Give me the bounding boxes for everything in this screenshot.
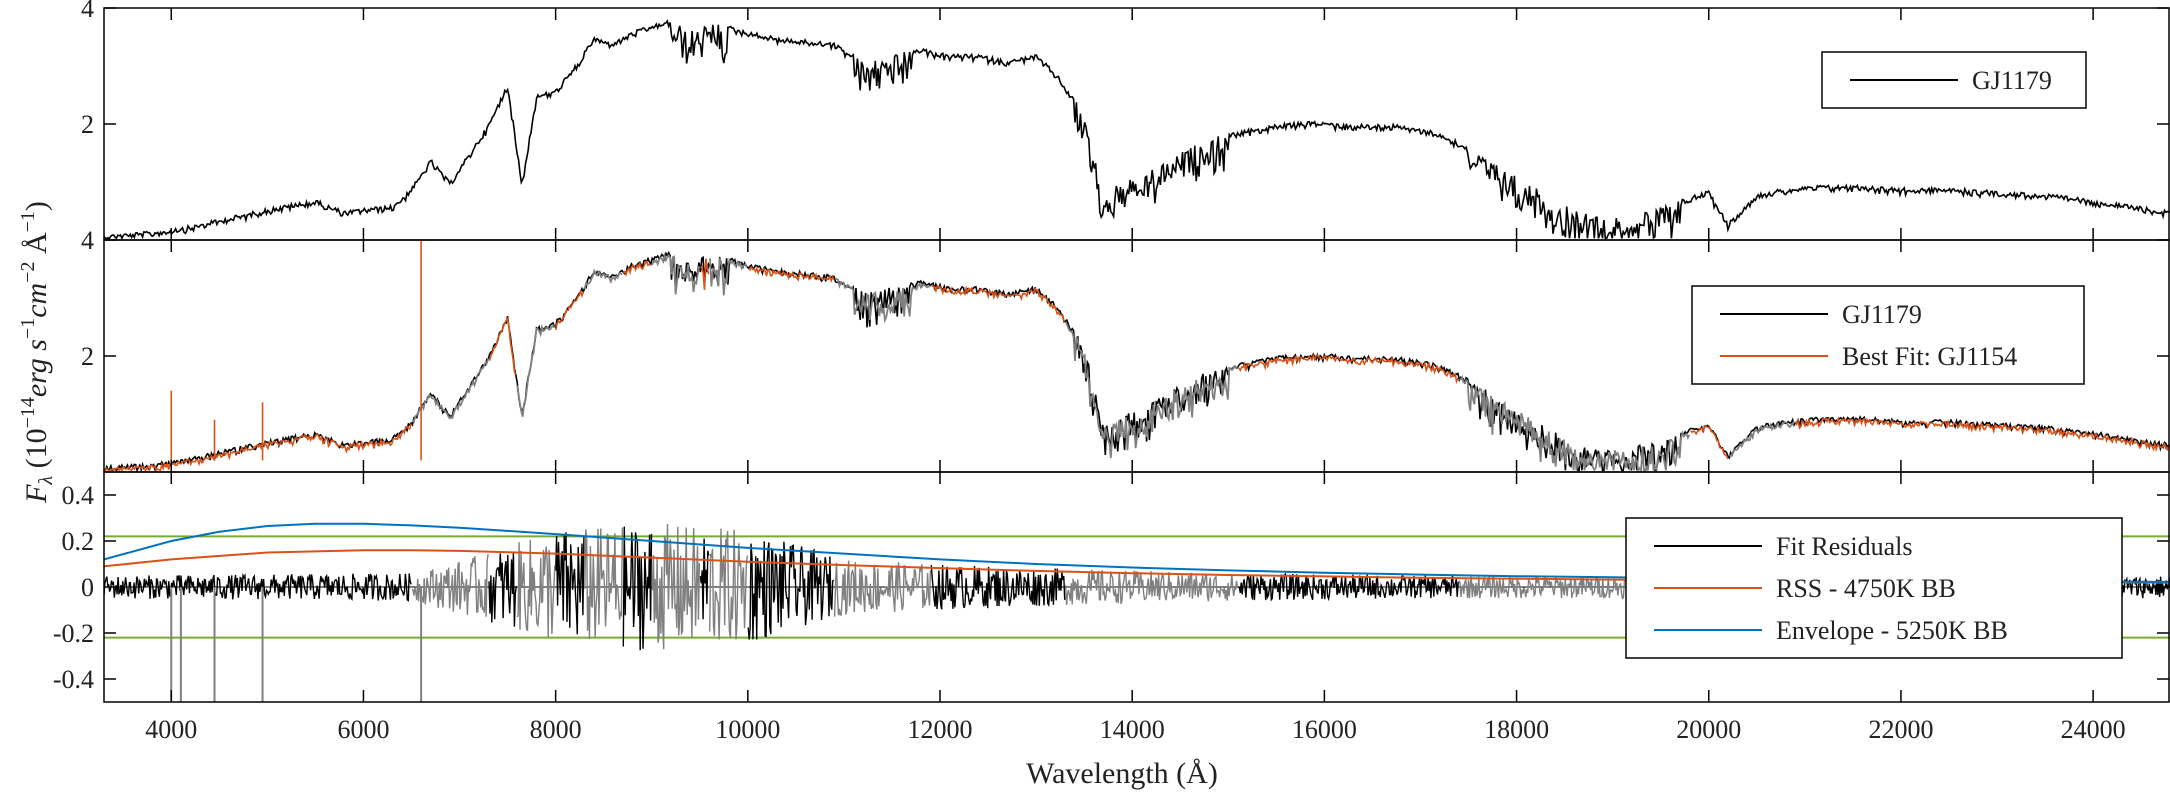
x-axis-ticks: 4000 6000 8000 10000 12000 14000 16000 18000 200… [145,715,2125,744]
y-tick-label: -0.4 [53,665,94,694]
series-line-best-fit [104,258,2170,472]
x-tick-label: 14000 [1100,715,1165,744]
x-tick-label: 4000 [145,715,197,744]
x-tick-label: 6000 [337,715,389,744]
y-axis-title: Fλ (10−14erg s−1cm−2 Å−1) [17,201,57,504]
legend-box [1691,285,2085,385]
legend-label: Best Fit: GJ1154 [1842,342,2017,371]
plot-area-middle [104,240,2170,472]
legend-label: GJ1179 [1972,66,2052,95]
plot-area-top [104,19,2170,240]
x-tick-label: 12000 [908,715,973,744]
legend-middle: GJ1179 Best Fit: GJ1154 [1691,285,2085,385]
legend-bottom: Fit Residuals RSS - 4750K BB Envelope - 52… [1625,517,2123,659]
panel-bottom: -0.4 -0.2 0 0.2 0.4 Fit Residuals RSS - 4750K … [53,471,2170,703]
x-axis-title: Wavelength (Å) [1026,757,1218,790]
panel-middle: 2 4 GJ1179 Best Fit: GJ1154 [81,226,2170,473]
legend-label: GJ1179 [1842,300,1922,329]
panel-frame [103,7,2170,241]
y-axis-title-text: Fλ (10−14erg s−1cm−2 Å−1) [17,201,57,504]
x-tick-label: 10000 [715,715,780,744]
x-tick-label: 20000 [1676,715,1741,744]
y-tick-label: 2 [81,110,94,139]
y-tick-label: 4 [81,0,94,23]
series-line-gj1179 [104,19,2170,240]
legend-label: Fit Residuals [1776,532,1913,561]
y-tick-label: 0.2 [62,527,95,556]
y-tick-label: 0 [81,573,94,602]
x-tick-label: 22000 [1868,715,1933,744]
y-tick-label: 4 [81,226,94,255]
legend-top: GJ1179 [1821,51,2087,109]
panels: 2 4 GJ1179 2 4 GJ1179 Best Fit: GJ1154 -0.4 -0.2… [53,0,2170,703]
x-tick-label: 18000 [1484,715,1549,744]
y-tick-label: 2 [81,342,94,371]
y-tick-label: -0.2 [53,619,94,648]
legend-label: Envelope - 5250K BB [1776,616,2008,645]
legend-label: RSS - 4750K BB [1776,574,1956,603]
excluded-region-line [411,252,1795,472]
x-tick-label: 8000 [530,715,582,744]
x-tick-label: 24000 [2061,715,2126,744]
panel-top: 2 4 GJ1179 [81,0,2170,241]
x-tick-label: 16000 [1292,715,1357,744]
y-tick-label: 0.4 [62,481,95,510]
